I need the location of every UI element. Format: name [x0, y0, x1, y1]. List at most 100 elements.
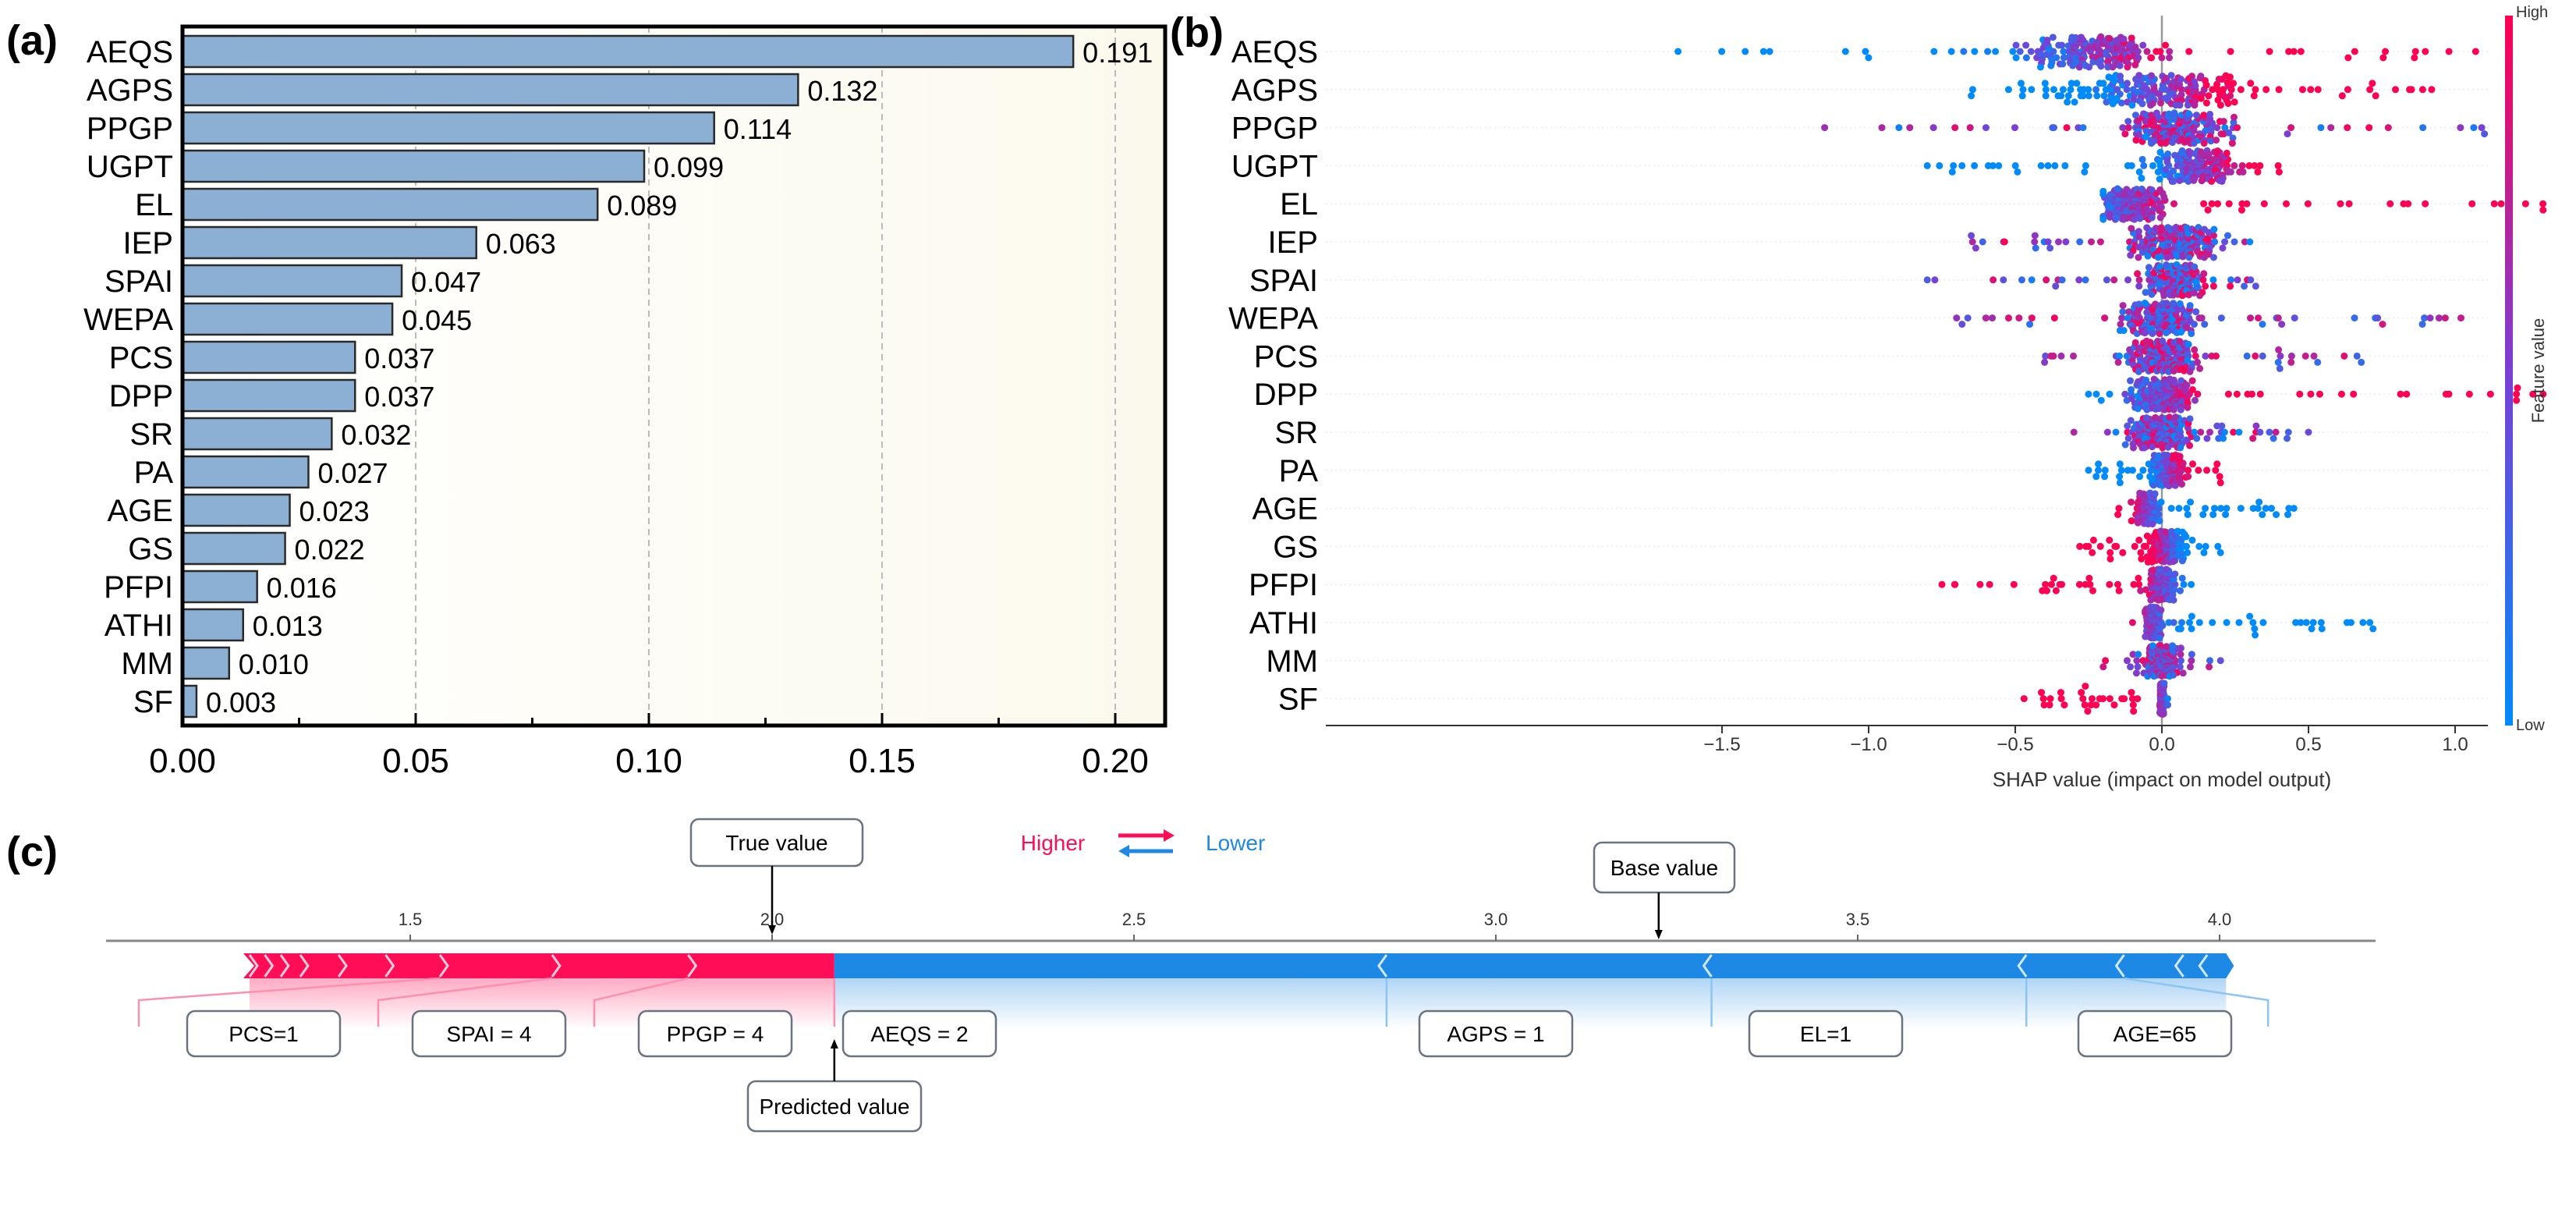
- shap-point: [2135, 228, 2142, 236]
- shap-point: [2163, 300, 2170, 307]
- shap-point: [2188, 612, 2195, 620]
- shap-point: [2132, 137, 2140, 144]
- shap-point: [2115, 587, 2123, 594]
- shap-point: [2386, 200, 2394, 208]
- shap-point: [1865, 54, 1873, 62]
- shap-point: [1995, 161, 2003, 169]
- higher-arrowhead-icon: [1164, 829, 1175, 842]
- shap-point: [2210, 225, 2218, 233]
- shap-point: [2184, 101, 2192, 109]
- connector-line: [137, 977, 441, 1027]
- data-label: 0.010: [239, 648, 309, 680]
- shap-point: [1971, 161, 1979, 169]
- feature-label: PPGP = 4: [667, 1022, 764, 1046]
- shap-point: [2457, 314, 2465, 322]
- arrowhead: [768, 925, 776, 935]
- shap-point: [1971, 48, 1979, 55]
- shap-point: [2119, 548, 2127, 556]
- shap-point: [2125, 308, 2133, 316]
- shap-point: [2109, 100, 2117, 108]
- shap-point: [2162, 528, 2170, 536]
- shap-point: [2118, 314, 2126, 322]
- shap-point: [2137, 548, 2145, 556]
- shap-point: [2043, 587, 2051, 594]
- y-tick-label: DPP: [109, 379, 173, 413]
- legend-lower: Lower: [1206, 831, 1265, 855]
- shap-point: [2016, 48, 2024, 55]
- shap-point: [2099, 80, 2107, 87]
- shap-point: [2441, 314, 2449, 322]
- shap-point: [2213, 124, 2221, 132]
- shap-point: [2190, 289, 2198, 296]
- shap-point: [2156, 186, 2164, 193]
- y-tick-label: PCS: [109, 341, 173, 375]
- shap-point: [2224, 100, 2232, 108]
- shap-point: [2136, 215, 2144, 222]
- shap-point: [2096, 238, 2104, 246]
- shap-point: [2044, 161, 2052, 169]
- shap-point: [2163, 695, 2171, 703]
- shap-point: [2188, 536, 2196, 544]
- shap-point: [2170, 300, 2177, 307]
- shap-point: [2047, 580, 2055, 588]
- bar: [181, 493, 291, 527]
- shap-point: [2314, 358, 2322, 366]
- shap-point: [2114, 511, 2122, 519]
- shap-point: [2156, 263, 2163, 271]
- shap-point: [2095, 460, 2103, 468]
- bar: [181, 187, 599, 222]
- shap-point: [1972, 244, 1979, 252]
- shap-point: [2163, 452, 2171, 459]
- shap-point: [2247, 276, 2255, 284]
- shap-point: [2290, 48, 2298, 55]
- y-tick-label: WEPA: [83, 303, 173, 337]
- shap-point: [2185, 147, 2193, 155]
- shap-point: [2129, 701, 2137, 709]
- shap-point: [2128, 517, 2135, 525]
- chevron-divider: [2017, 954, 2028, 978]
- x-tick-label: −1.5: [1703, 734, 1740, 755]
- shap-point: [2128, 689, 2135, 697]
- shap-point: [2297, 619, 2305, 626]
- shap-point: [2226, 73, 2234, 81]
- shap-point: [2188, 330, 2195, 338]
- shap-point: [2149, 100, 2156, 108]
- y-tick-label: DPP: [1254, 378, 1318, 412]
- colorbar: [2505, 16, 2513, 726]
- shap-point: [2028, 314, 2036, 322]
- shap-point: [2156, 405, 2163, 413]
- shap-point: [2262, 86, 2270, 94]
- shap-point: [2176, 470, 2184, 477]
- shap-point: [2191, 346, 2199, 353]
- shap-point: [2177, 625, 2184, 633]
- shap-point: [2169, 139, 2177, 147]
- shap-point: [2106, 34, 2114, 42]
- shap-point: [1982, 314, 1990, 322]
- shap-point: [2134, 695, 2142, 703]
- shap-point: [2109, 63, 2117, 71]
- shap-point: [2184, 403, 2192, 411]
- shap-point: [1992, 48, 2000, 55]
- shap-point: [2369, 625, 2377, 633]
- shap-point: [1964, 314, 1972, 322]
- shap-point: [2486, 390, 2494, 398]
- shap-point: [2123, 186, 2131, 193]
- shap-point: [2259, 619, 2267, 626]
- data-label: 0.114: [724, 113, 792, 145]
- shap-point: [2273, 511, 2280, 519]
- shap-point: [2318, 625, 2326, 633]
- shap-point: [1930, 48, 1938, 55]
- shap-point: [2057, 695, 2065, 703]
- shap-point: [2136, 473, 2144, 481]
- shap-point: [2097, 396, 2105, 404]
- shap-point: [2178, 574, 2186, 582]
- shap-point: [2184, 177, 2192, 185]
- shap-point: [2036, 63, 2044, 71]
- shap-point: [2130, 708, 2138, 715]
- shap-point: [2200, 548, 2208, 556]
- data-label: 0.063: [486, 228, 556, 260]
- shap-point: [2113, 94, 2121, 102]
- shap-point: [2193, 435, 2201, 442]
- shap-point: [2199, 511, 2207, 519]
- shap-point: [2188, 657, 2195, 665]
